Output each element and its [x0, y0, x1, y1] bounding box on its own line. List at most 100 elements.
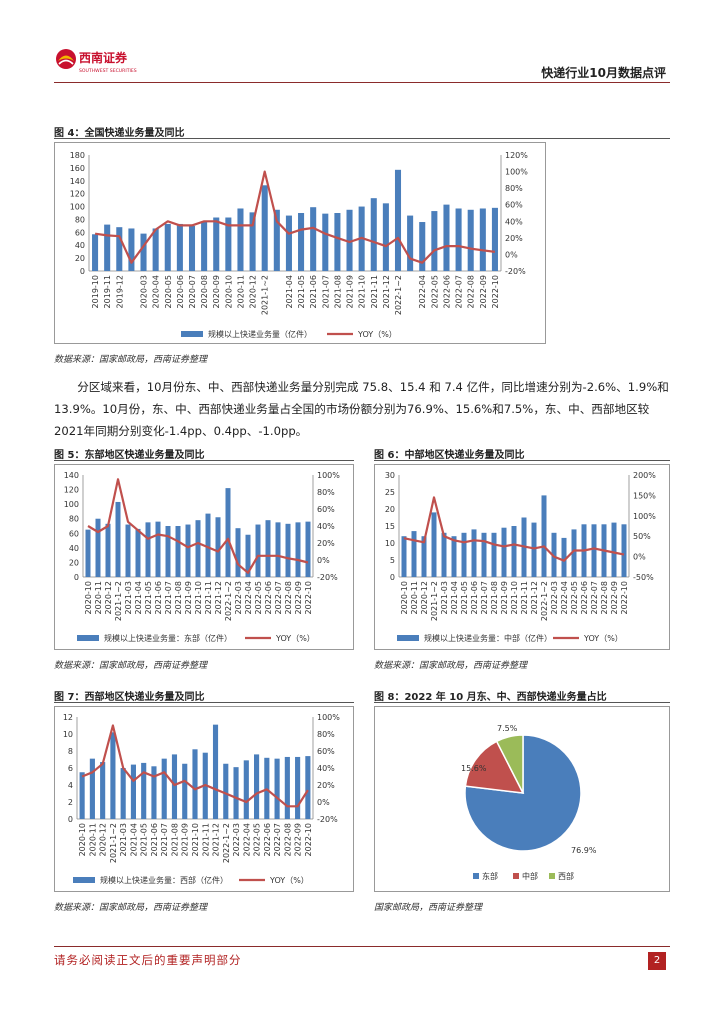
- figure-4-svg: 0 20 40 60 80 100 120 140 160 180 -20% 0% 20% 40% 60% 8…: [70, 151, 529, 339]
- y2-tick-label: 0%: [633, 553, 646, 562]
- pie-slice: [495, 734, 524, 794]
- x-tick-label: 2021-09: [181, 823, 190, 856]
- bar: [151, 766, 157, 819]
- y2-tick-label: 100%: [317, 471, 340, 480]
- pie-legend-label: 中部: [522, 871, 538, 881]
- bar: [110, 732, 116, 819]
- y2-tick-label: -20%: [317, 573, 338, 582]
- header-divider: [54, 82, 670, 83]
- x-tick-label: 2020-11: [236, 275, 245, 308]
- x-tick-label: 2021-10: [194, 581, 203, 614]
- figure-4-rule: [54, 138, 670, 139]
- bar: [188, 225, 196, 271]
- bar: [261, 185, 268, 271]
- x-tick-label: 2021-06: [150, 823, 159, 856]
- x-tick-label: 2021-05: [297, 275, 306, 308]
- brand-name-en: SOUTHWEST SECURITIES: [79, 68, 137, 74]
- bar: [467, 209, 474, 271]
- x-tick-label: 2022-1~2: [222, 823, 231, 863]
- x-tick-label: 2021-12: [382, 275, 391, 308]
- x-tick-label: 2022-10: [304, 823, 313, 856]
- bar: [394, 169, 402, 271]
- x-tick-label: 2021-04: [129, 823, 138, 856]
- y2-tick-label: 20%: [317, 539, 335, 548]
- x-tick-label: 2021-05: [460, 581, 469, 614]
- bar: [185, 524, 191, 577]
- y2-tick-label: 40%: [317, 522, 335, 531]
- pie-legend-swatch: [549, 873, 555, 879]
- y-tick-label: 2: [68, 798, 73, 807]
- x-tick-label: 2021-08: [490, 581, 499, 614]
- bar: [551, 532, 557, 577]
- x-tick-label: 2019-10: [91, 275, 100, 308]
- legend-bar-label: 规模以上快递业务量：西部（亿件）: [100, 875, 228, 885]
- bar: [104, 224, 111, 271]
- legend-bar-swatch: [397, 635, 419, 641]
- x-tick-label: 2022-03: [232, 823, 241, 856]
- yoy-line: [87, 478, 309, 574]
- x-tick-label: 2022-08: [283, 823, 292, 856]
- y-tick-label: 0: [80, 267, 85, 276]
- bar: [243, 760, 249, 819]
- bar: [171, 754, 178, 819]
- x-tick-label: 2021-06: [309, 275, 318, 308]
- x-tick-label: 2022-09: [294, 581, 303, 614]
- y-tick-label: 140: [70, 177, 85, 186]
- bar: [431, 211, 438, 271]
- x-tick-label: 2021-08: [174, 581, 183, 614]
- legend-bar-swatch: [73, 877, 95, 883]
- bar: [175, 526, 181, 577]
- x-tick-label: 2021-05: [140, 823, 149, 856]
- bar: [95, 518, 101, 577]
- x-tick-label: 2022-08: [600, 581, 609, 614]
- pie-data-label: 7.5%: [497, 724, 518, 733]
- bar: [443, 204, 450, 271]
- x-tick-label: 2021-11: [204, 581, 213, 614]
- x-tick-label: 2022-07: [273, 823, 282, 856]
- bar: [265, 520, 271, 577]
- y-tick-label: 0: [390, 573, 395, 582]
- page-number: 2: [648, 952, 666, 970]
- x-tick-label: 2020-03: [140, 275, 149, 308]
- bar: [382, 203, 389, 271]
- y-tick-label: 60: [69, 529, 79, 538]
- bar: [141, 762, 147, 819]
- x-tick-label: 2021-12: [212, 823, 221, 856]
- figure-6-svg: 0 5 10 15 20 25 30 -50% 0% 50% 100% 150% 200% 2020-10…: [385, 471, 656, 643]
- y-tick-label: 80: [75, 215, 85, 224]
- x-tick-label: 2021-11: [520, 581, 529, 614]
- x-tick-label: 2022-04: [242, 823, 251, 856]
- bar: [201, 222, 208, 271]
- y-tick-label: 180: [70, 151, 85, 160]
- x-tick-label: 2020-11: [94, 581, 103, 614]
- bar: [116, 227, 123, 271]
- y-tick-label: 20: [69, 558, 79, 567]
- figure-4-title: 图 4：全国快递业务量及同比: [54, 128, 185, 139]
- x-tick-label: 2021-04: [134, 581, 143, 614]
- y2-tick-label: 150%: [633, 491, 656, 500]
- yoy-line: [94, 170, 496, 264]
- x-tick-label: 2021-08: [333, 275, 342, 308]
- legend-line-label: YOY（%）: [275, 634, 315, 643]
- bar: [461, 532, 467, 577]
- bar: [571, 529, 577, 577]
- y-tick-label: 25: [385, 488, 395, 497]
- figure-6-rule: [374, 460, 670, 461]
- legend-bar-label: 规模以上快递业务量：东部（亿件）: [104, 633, 232, 643]
- y2-tick-label: 100%: [505, 168, 528, 177]
- y2-tick-label: 0%: [505, 250, 518, 259]
- bar: [285, 523, 291, 577]
- x-tick-label: 2021-07: [160, 823, 169, 856]
- bar: [479, 208, 486, 271]
- bar: [295, 756, 301, 819]
- figure-8-rule: [374, 702, 670, 703]
- x-tick-label: 2022-07: [455, 275, 464, 308]
- bar: [245, 534, 251, 577]
- bar: [501, 527, 507, 577]
- bar: [140, 233, 147, 271]
- y2-tick-label: 60%: [317, 505, 335, 514]
- x-tick-label: 2020-10: [84, 581, 93, 614]
- y2-tick-label: 100%: [633, 512, 656, 521]
- x-tick-label: 2020-08: [200, 275, 209, 308]
- y2-tick-label: 0%: [317, 556, 330, 565]
